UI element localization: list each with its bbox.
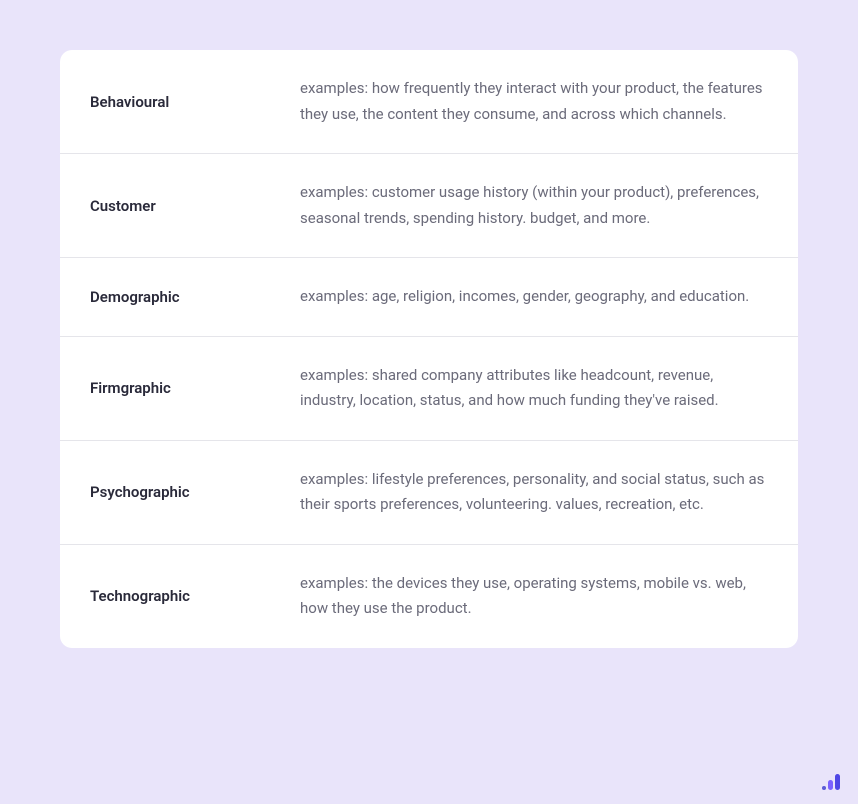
row-description: examples: customer usage history (within… <box>300 180 768 231</box>
logo-bar-short <box>828 780 833 790</box>
row-label: Customer <box>90 197 300 215</box>
brand-logo-icon <box>822 770 840 790</box>
row-description: examples: shared company attributes like… <box>300 363 768 414</box>
table-row: Firmgraphic examples: shared company att… <box>60 337 798 441</box>
logo-dot <box>822 786 826 790</box>
table-row: Psychographic examples: lifestyle prefer… <box>60 441 798 545</box>
row-label: Firmgraphic <box>90 379 300 397</box>
row-label: Technographic <box>90 587 300 605</box>
segmentation-table: Behavioural examples: how frequently the… <box>60 50 798 648</box>
table-row: Technographic examples: the devices they… <box>60 545 798 648</box>
table-row: Behavioural examples: how frequently the… <box>60 50 798 154</box>
table-row: Demographic examples: age, religion, inc… <box>60 258 798 337</box>
row-description: examples: age, religion, incomes, gender… <box>300 284 768 310</box>
row-description: examples: how frequently they interact w… <box>300 76 768 127</box>
row-label: Demographic <box>90 288 300 306</box>
row-label: Behavioural <box>90 93 300 111</box>
logo-bar-tall <box>835 774 840 790</box>
row-description: examples: the devices they use, operatin… <box>300 571 768 622</box>
table-row: Customer examples: customer usage histor… <box>60 154 798 258</box>
row-label: Psychographic <box>90 483 300 501</box>
row-description: examples: lifestyle preferences, persona… <box>300 467 768 518</box>
